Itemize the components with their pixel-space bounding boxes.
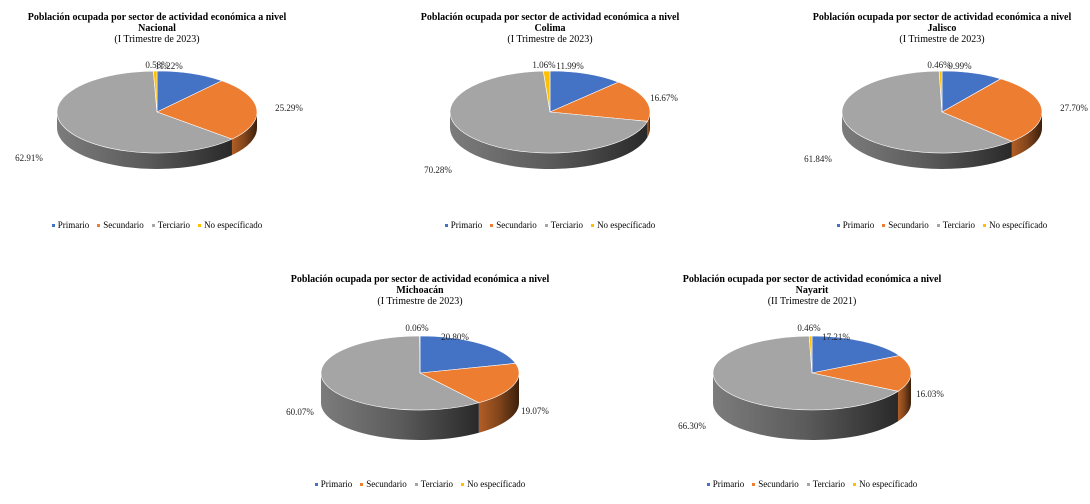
data-label: 70.28% (424, 165, 452, 175)
data-label: 17.21% (822, 332, 850, 342)
data-label: 60.07% (286, 407, 314, 417)
legend-item: Terciario (937, 220, 975, 230)
pie-chart-svg: 11.99% 16.67% 70.28% 1.06% (400, 12, 700, 242)
pie-chart-colima: Población ocupada por sector de activida… (400, 12, 700, 242)
pie-chart-michoacan: Población ocupada por sector de activida… (270, 274, 570, 504)
pie-chart-nacional: Población ocupada por sector de activida… (7, 12, 307, 242)
data-label: 66.30% (678, 421, 706, 431)
legend-label: Primario (713, 479, 745, 489)
data-label: 0.06% (405, 323, 429, 333)
chart-legend: Primario Secundario Terciario No específica… (270, 479, 570, 489)
data-label: 16.03% (916, 389, 944, 399)
pie-chart-svg: 17.21% 16.03% 66.30% 0.46% (662, 274, 962, 504)
legend-swatch (707, 483, 710, 486)
legend-item: Secundario (490, 220, 537, 230)
legend-swatch (152, 224, 155, 227)
legend-item: No específicado (461, 479, 525, 489)
data-label: 1.06% (532, 60, 556, 70)
legend-swatch (415, 483, 418, 486)
legend-swatch (882, 224, 885, 227)
legend-label: Secundario (496, 220, 537, 230)
pie-chart-svg: 20.80% 19.07% 60.07% 0.06% (270, 274, 570, 504)
legend-item: Primario (445, 220, 483, 230)
legend-label: Primario (321, 479, 353, 489)
legend-label: Secundario (888, 220, 929, 230)
data-label: 0.46% (927, 60, 951, 70)
legend-item: No específicado (198, 220, 262, 230)
legend-item: Secundario (752, 479, 799, 489)
legend-label: Terciario (551, 220, 583, 230)
data-label: 19.07% (521, 406, 549, 416)
legend-item: Secundario (97, 220, 144, 230)
legend-label: Primario (58, 220, 90, 230)
legend-swatch (545, 224, 548, 227)
data-label: 62.91% (15, 153, 43, 163)
legend-item: Primario (837, 220, 875, 230)
legend-swatch (97, 224, 100, 227)
legend-swatch (983, 224, 986, 227)
legend-item: Secundario (360, 479, 407, 489)
legend-swatch (853, 483, 856, 486)
legend-label: No específicado (467, 479, 525, 489)
data-label: 16.67% (650, 93, 678, 103)
legend-item: Primario (707, 479, 745, 489)
pie-chart-jalisco: Población ocupada por sector de activida… (792, 12, 1090, 242)
pie-chart-svg: 11.22%25.29%62.91%0.58% (7, 12, 307, 242)
data-label: 9.99% (948, 61, 972, 71)
legend-swatch (807, 483, 810, 486)
legend-item: No específicado (983, 220, 1047, 230)
legend-item: Terciario (152, 220, 190, 230)
chart-legend: Primario Secundario Terciario No específica… (662, 479, 962, 489)
data-label: 61.84% (804, 154, 832, 164)
legend-swatch (591, 224, 594, 227)
legend-label: Terciario (813, 479, 845, 489)
legend-swatch (752, 483, 755, 486)
legend-item: No específicado (853, 479, 917, 489)
legend-item: Terciario (415, 479, 453, 489)
legend-swatch (198, 224, 201, 227)
legend-item: Primario (315, 479, 353, 489)
legend-swatch (315, 483, 318, 486)
legend-swatch (52, 224, 55, 227)
legend-label: Terciario (421, 479, 453, 489)
legend-label: No específicado (859, 479, 917, 489)
chart-legend: Primario Secundario Terciario No específica… (7, 220, 307, 230)
legend-label: No específicado (204, 220, 262, 230)
legend-label: Primario (843, 220, 875, 230)
data-label: 27.70% (1060, 103, 1088, 113)
legend-item: No específicado (591, 220, 655, 230)
legend-label: Secundario (758, 479, 799, 489)
data-label: 11.99% (556, 61, 584, 71)
legend-label: Primario (451, 220, 483, 230)
data-label: 0.46% (797, 323, 821, 333)
legend-item: Secundario (882, 220, 929, 230)
legend-swatch (837, 224, 840, 227)
legend-label: Terciario (943, 220, 975, 230)
data-label: 25.29% (275, 103, 303, 113)
chart-legend: Primario Secundario Terciario No específica… (792, 220, 1090, 230)
data-label: 0.58% (145, 60, 169, 70)
legend-swatch (461, 483, 464, 486)
pie-chart-nayarit: Población ocupada por sector de activida… (662, 274, 962, 504)
legend-item: Terciario (545, 220, 583, 230)
legend-swatch (937, 224, 940, 227)
legend-swatch (445, 224, 448, 227)
legend-swatch (360, 483, 363, 486)
legend-item: Primario (52, 220, 90, 230)
legend-label: Secundario (103, 220, 144, 230)
legend-label: No específicado (597, 220, 655, 230)
pie-chart-svg: 9.99% 27.70% 61.84% 0.46% (792, 12, 1090, 242)
chart-legend: Primario Secundario Terciario No específica… (400, 220, 700, 230)
legend-label: No específicado (989, 220, 1047, 230)
legend-swatch (490, 224, 493, 227)
legend-label: Secundario (366, 479, 407, 489)
legend-item: Terciario (807, 479, 845, 489)
legend-label: Terciario (158, 220, 190, 230)
data-label: 20.80% (441, 332, 469, 342)
